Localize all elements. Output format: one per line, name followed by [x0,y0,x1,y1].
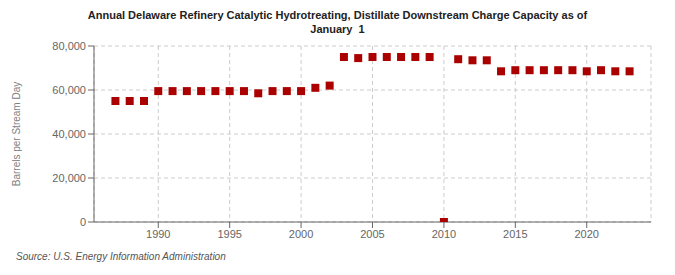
html-text:Source: U.S. Energy Informatio: Source: U.S. Energy Information Administ… [16,251,226,262]
svg-text:1990: 1990 [146,228,170,240]
html-text:Annual Delaware Refinery Catal: Annual Delaware Refinery Catalytic Hydro… [87,9,588,35]
svg-text:1995: 1995 [217,228,241,240]
svg-text:80,000: 80,000 [52,40,86,52]
svg-text:20,000: 20,000 [52,172,86,184]
svg-text:Barrels per Stream Day: Barrels per Stream Day [11,82,22,186]
svg-text:0: 0 [80,216,86,228]
svg-text:2010: 2010 [432,228,456,240]
svg-text:2015: 2015 [503,228,527,240]
svg-text:2000: 2000 [289,228,313,240]
svg-text:40,000: 40,000 [52,128,86,140]
svg-text:60,000: 60,000 [52,84,86,96]
svg-text:2020: 2020 [574,228,598,240]
svg-text:2005: 2005 [360,228,384,240]
